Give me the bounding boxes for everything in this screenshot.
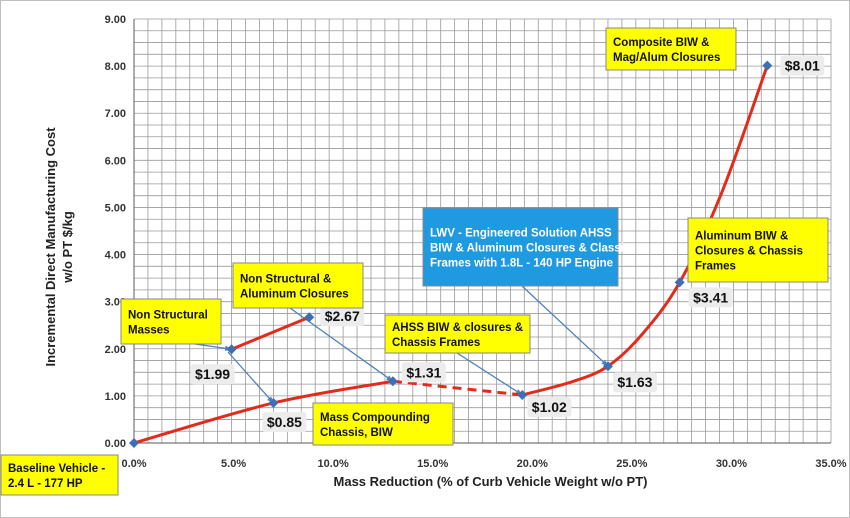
data-label: $2.67 — [325, 308, 360, 324]
annotation-text-line: Closures & Chassis — [695, 246, 803, 258]
data-point-marker — [304, 312, 315, 323]
series — [129, 60, 773, 448]
annotation-arrow — [227, 351, 274, 404]
data-label-background — [612, 372, 657, 393]
x-tick-label: 0.0% — [121, 458, 146, 470]
data-label: $1.63 — [617, 374, 652, 390]
data-point-marker — [674, 277, 685, 288]
series-line-dashed — [392, 379, 523, 397]
annotation-text: AHSS BIW & closures & Chassis Frames — [392, 322, 523, 349]
y-tick-label: 0.00 — [105, 438, 126, 450]
y-axis-title-line: Incremental Direct Manufacturing Cost — [43, 127, 58, 367]
annotation-text-line: Aluminum Closures — [240, 289, 349, 301]
data-label-background — [688, 287, 733, 308]
data-label-background — [190, 364, 235, 385]
x-tick-label: 5.0% — [221, 458, 246, 470]
x-axis-title: Mass Reduction (% of Curb Vehicle Weight… — [334, 474, 648, 489]
x-tick-label: 30.0% — [716, 458, 747, 470]
annotation-text: Composite BIW & Mag/Alum Closures — [613, 37, 720, 64]
annotation-arrow — [521, 285, 609, 367]
annotation-arrow — [456, 352, 523, 396]
annotation-text-line: AHSS BIW & closures & — [392, 322, 523, 334]
data-label: $1.02 — [532, 399, 567, 415]
y-axis-title-line: w/o PT $/kg — [60, 211, 75, 284]
y-tick-label: 5.00 — [105, 202, 126, 214]
annotation-box — [422, 207, 619, 287]
annotation-arrow — [289, 307, 394, 382]
annotation-box — [605, 27, 737, 71]
annotation-box — [312, 402, 454, 446]
y-tick-label: 7.00 — [105, 108, 126, 120]
annotation-text-line: Non Structural — [128, 310, 208, 322]
x-tick-label: 35.0% — [815, 458, 846, 470]
annotation-text-line: Non Structural & — [240, 274, 331, 286]
annotation-box — [232, 262, 364, 309]
annotation-text-line: 2.4 L - 177 HP — [8, 478, 83, 490]
value-labels: $1.99 $0.85 $2.67 $1.31 $1.02 $1.63 $3.41 $8.01 — [190, 55, 825, 432]
data-label-background — [527, 396, 572, 417]
annotation-text-line: Frames — [695, 261, 736, 273]
annotation-text-line: Mass Compounding — [320, 412, 430, 424]
annotations: Baseline Vehicle - 2.4 L - 177 HP Non Stru… — [0, 27, 829, 496]
annotation-text-line: Frames with 1.8L - 140 HP Engine — [430, 258, 613, 270]
annotation-text-line: Composite BIW & — [613, 37, 709, 49]
y-tick-label: 8.00 — [105, 61, 126, 73]
data-label-background — [401, 362, 446, 383]
annotation-text-line: Chassis Frames — [392, 337, 480, 349]
x-tick-label: 25.0% — [616, 458, 647, 470]
annotation-text-line: Masses — [128, 325, 170, 337]
series-line — [231, 315, 310, 351]
data-label: $8.01 — [785, 58, 820, 74]
data-point-marker — [387, 376, 398, 387]
annotation-text-line: Aluminum BIW & — [695, 231, 788, 243]
annotation-box — [120, 298, 222, 345]
x-tick-label: 15.0% — [417, 458, 448, 470]
x-tick-label: 20.0% — [517, 458, 548, 470]
y-tick-label: 6.00 — [105, 155, 126, 167]
y-tick-label: 2.00 — [105, 344, 126, 356]
annotation-box — [687, 217, 829, 283]
y-tick-label: 1.00 — [105, 391, 126, 403]
annotation-text: LWV - Engineered Solution AHSS BIW & Alum… — [430, 228, 630, 270]
data-point-marker — [517, 389, 528, 400]
data-label-background — [320, 306, 365, 327]
annotation-box — [0, 454, 119, 496]
annotation-text-line: LWV - Engineered Solution AHSS — [430, 228, 612, 240]
data-label: $1.99 — [195, 366, 230, 382]
annotation-text: Non Structural & Aluminum Closures — [240, 274, 349, 301]
data-point-marker — [129, 438, 139, 448]
data-label-background — [262, 411, 307, 432]
annotation-text-line: Chassis, BIW — [320, 427, 393, 439]
x-tick-label: 10.0% — [318, 458, 349, 470]
data-label: $0.85 — [267, 414, 302, 430]
data-label: $3.41 — [693, 289, 728, 305]
annotation-text: Non Structural Masses — [128, 310, 208, 337]
axes: 0.001.002.003.004.005.006.007.008.009.00… — [43, 14, 847, 489]
data-label: $1.31 — [406, 364, 441, 380]
data-point-marker — [268, 397, 279, 408]
annotation-text: Aluminum BIW & Closures & Chassis Frames — [695, 231, 803, 273]
y-tick-label: 9.00 — [105, 14, 126, 26]
annotation-text: Mass Compounding Chassis, BIW — [320, 412, 430, 439]
annotation-text: Baseline Vehicle - 2.4 L - 177 HP — [8, 463, 105, 490]
data-point-marker — [226, 344, 237, 355]
data-label-background — [780, 55, 825, 76]
y-tick-label: 4.00 — [105, 250, 126, 262]
data-point-marker — [602, 361, 613, 372]
annotation-box — [384, 314, 531, 354]
y-axis-title: Incremental Direct Manufacturing Cost w/o… — [43, 127, 75, 367]
data-point-marker — [762, 60, 773, 71]
series-line — [521, 65, 769, 397]
annotation-text-line: Mag/Alum Closures — [613, 52, 720, 64]
annotation-text-line: Baseline Vehicle - — [8, 463, 105, 475]
annotation-text-line: BIW & Aluminum Closures & Classis — [430, 243, 630, 255]
